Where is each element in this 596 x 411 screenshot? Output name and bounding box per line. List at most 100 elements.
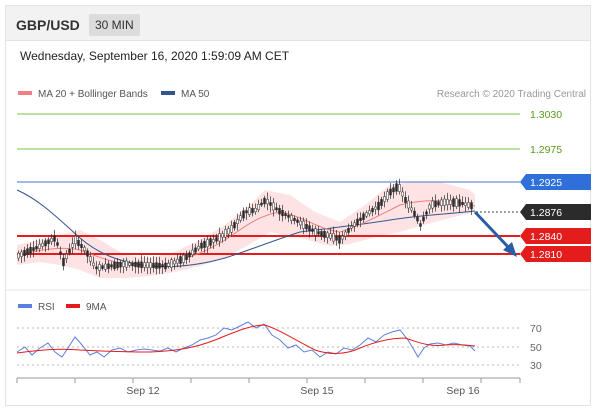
candle-body — [341, 235, 344, 240]
last-price-tag — [520, 204, 591, 220]
candle-body — [404, 197, 407, 203]
timeframe-badge[interactable]: 30 MIN — [89, 14, 140, 36]
candle-body — [278, 208, 281, 215]
candle-body — [80, 244, 83, 248]
candle-body — [107, 263, 110, 269]
candle-body — [239, 215, 242, 221]
candle-body — [143, 262, 146, 268]
candle-body — [176, 259, 179, 264]
candle-body — [212, 239, 215, 243]
candle-body — [53, 235, 56, 242]
bollinger-band — [17, 182, 475, 278]
candle-body — [437, 201, 440, 206]
candle-body — [224, 229, 227, 238]
chart-widget: GBP/USD 30 MIN Wednesday, September 16, … — [5, 5, 591, 406]
candle-body — [101, 265, 104, 269]
candle-body — [440, 199, 443, 206]
candle-body — [161, 264, 164, 268]
candle-body — [272, 202, 275, 211]
candle-body — [119, 261, 122, 268]
candle-body — [158, 262, 161, 269]
candle-body — [35, 246, 38, 250]
pivot-tag — [520, 174, 591, 190]
rsi-line — [16, 321, 476, 358]
candle-body — [26, 248, 29, 255]
candle-body — [122, 261, 125, 267]
candle-body — [416, 216, 419, 222]
candle-body — [152, 262, 155, 268]
candle-body — [386, 191, 389, 200]
candle-body — [164, 262, 167, 270]
candle-body — [197, 245, 200, 250]
candle-body — [98, 264, 101, 271]
candle-body — [359, 217, 362, 221]
rsi-ma-legend-swatch — [66, 304, 80, 308]
candle-body — [194, 247, 197, 253]
candle-body — [32, 247, 35, 251]
candle-body — [56, 242, 59, 246]
candle-body — [410, 207, 413, 211]
candle-body — [287, 214, 290, 218]
candle-body — [182, 254, 185, 263]
level-label-s2: 1.2810 — [530, 249, 562, 261]
candle-body — [347, 228, 350, 233]
candle-body — [467, 202, 470, 208]
candle-body — [350, 225, 353, 229]
candle-body — [413, 210, 416, 217]
candle-body — [221, 233, 224, 238]
candle-body — [146, 262, 149, 268]
candle-body — [140, 261, 143, 269]
chart-header: GBP/USD 30 MIN — [6, 6, 590, 41]
candle-body — [47, 239, 50, 245]
candle-body — [329, 233, 332, 239]
candle-body — [377, 201, 380, 211]
candle-body — [134, 261, 137, 268]
candle-body — [443, 198, 446, 206]
rsi-ma-line — [16, 324, 476, 354]
candle-body — [338, 235, 341, 244]
candle-body — [38, 243, 41, 249]
level-label-pivot: 1.2925 — [530, 177, 562, 189]
candle-body — [269, 202, 272, 206]
s1-tag — [520, 228, 591, 244]
rsi-tick-50: 50 — [530, 342, 542, 354]
candle-body — [29, 247, 32, 254]
rsi-legend-label: RSI — [38, 302, 55, 313]
candle-body — [71, 243, 74, 248]
forecast-arrow-line — [473, 210, 513, 252]
candle-body — [326, 232, 329, 238]
candle-body — [179, 256, 182, 264]
ma50-line — [16, 189, 476, 268]
candle-body — [251, 207, 254, 214]
candle-body — [74, 235, 77, 245]
candle-body — [206, 239, 209, 248]
candle-body — [284, 213, 287, 216]
candle-body — [254, 208, 257, 212]
candle-body — [41, 243, 44, 247]
candle-body — [302, 220, 305, 229]
candle-body — [323, 230, 326, 238]
candle-body — [275, 207, 278, 211]
candle-body — [356, 218, 359, 226]
candle-body — [215, 237, 218, 242]
candle-body — [236, 219, 239, 224]
candle-body — [353, 222, 356, 227]
candle-body — [137, 261, 140, 268]
candle-body — [389, 188, 392, 196]
candle-body — [89, 256, 92, 262]
ma50-legend-label: MA 50 — [181, 89, 210, 100]
candle-body — [95, 266, 98, 270]
rsi-tick-30: 30 — [530, 360, 542, 372]
candle-body — [434, 200, 437, 208]
candle-body — [233, 222, 236, 229]
candle-body — [104, 263, 107, 270]
candle-body — [362, 213, 365, 220]
timestamp: Wednesday, September 16, 2020 1:59:09 AM… — [20, 49, 290, 63]
candle-body — [20, 251, 23, 257]
candle-body — [308, 225, 311, 232]
candle-body — [113, 261, 116, 270]
candle-body — [398, 184, 401, 192]
s2-tag — [520, 246, 591, 262]
candle-body — [263, 197, 266, 205]
candle-body — [68, 248, 71, 254]
